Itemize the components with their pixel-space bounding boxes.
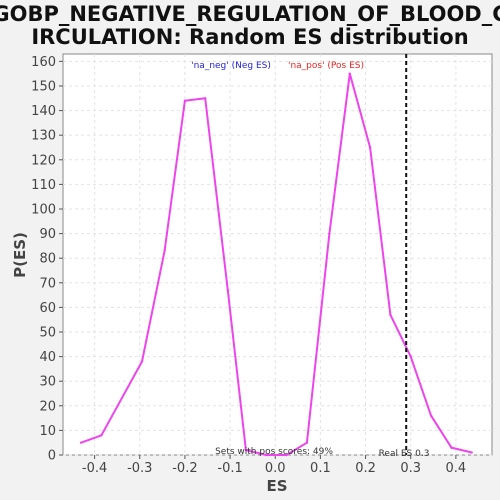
data-point [226, 288, 230, 292]
grid [63, 54, 492, 456]
data-point [450, 446, 453, 449]
y-tick-label: 0 [48, 449, 56, 464]
y-tick-label: 60 [39, 301, 56, 316]
data-point [163, 249, 166, 253]
y-tick-label: 130 [31, 129, 56, 144]
y-tick-label: 150 [31, 79, 56, 94]
y-tick-label: 50 [39, 325, 56, 340]
data-point [348, 72, 351, 75]
x-tick-label: -0.2 [172, 461, 197, 476]
chart-title-line1: GOBP_NEGATIVE_REGULATION_OF_BLOOD_C [0, 2, 500, 26]
y-axis-ticks: 0 10 20 30 40 50 60 70 80 90 100 110 120 130 140 150 160 [31, 55, 63, 464]
y-tick-label: 120 [31, 153, 56, 168]
data-point [409, 355, 412, 358]
x-tick-label: -0.3 [127, 461, 152, 476]
data-point [204, 97, 207, 100]
y-tick-label: 80 [39, 252, 56, 267]
x-tick-label: 0.0 [265, 461, 286, 476]
data-point [79, 441, 83, 444]
data-point [100, 434, 103, 437]
legend-neg: 'na_neg' (Neg ES) [191, 61, 271, 71]
data-point [285, 453, 288, 457]
data-point [244, 448, 248, 452]
plot-area [62, 53, 493, 456]
data-point [368, 146, 372, 149]
series-layer [79, 72, 473, 457]
y-tick-label: 30 [39, 375, 56, 390]
y-tick-label: 160 [31, 55, 56, 70]
y-tick-label: 40 [39, 350, 56, 365]
y-tick-label: 20 [39, 399, 56, 414]
y-tick-label: 10 [39, 424, 56, 439]
y-axis-label: P(ES) [11, 232, 29, 278]
x-tick-label: 0.2 [355, 461, 376, 476]
legend-pos: 'na_pos' (Pos ES) [288, 61, 364, 71]
x-tick-label: -0.1 [217, 461, 242, 476]
data-point [183, 99, 187, 102]
x-tick-label: 0.4 [446, 461, 467, 476]
x-axis-ticks: -0.4 -0.3 -0.2 -0.1 0.0 0.1 0.2 0.3 0.4 [82, 455, 466, 476]
y-tick-label: 140 [31, 104, 56, 119]
data-point [305, 441, 309, 444]
chart-title-line2: IRCULATION: Random ES distribution [31, 25, 468, 49]
y-tick-label: 100 [31, 202, 56, 217]
data-point [328, 232, 331, 235]
data-point [140, 360, 144, 363]
x-tick-label: -0.4 [82, 461, 107, 476]
pos-scores-annotation: Sets with pos scores: 49% [215, 447, 333, 457]
real-es-annotation: Real ES 0.3 [379, 449, 430, 459]
x-axis-label: ES [266, 477, 287, 495]
y-tick-label: 110 [31, 178, 56, 193]
x-tick-label: 0.1 [310, 461, 331, 476]
data-point [265, 453, 268, 457]
data-point [389, 313, 392, 316]
x-tick-label: 0.3 [400, 461, 421, 476]
y-tick-label: 70 [39, 276, 56, 291]
data-point [470, 451, 473, 454]
y-tick-label: 90 [39, 227, 56, 242]
data-point [429, 414, 433, 417]
